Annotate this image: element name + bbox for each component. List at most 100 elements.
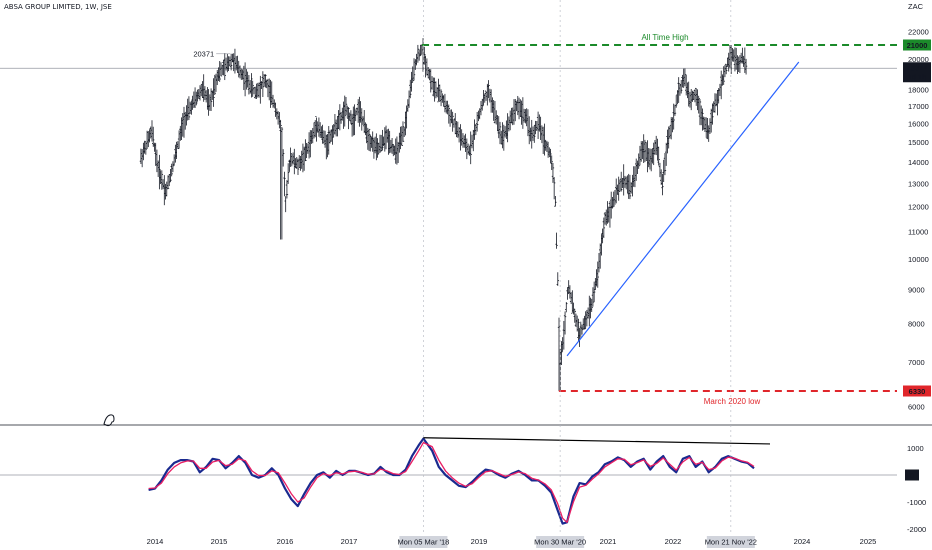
ohlc-bar bbox=[555, 232, 558, 249]
ohlc-bar bbox=[616, 184, 619, 195]
price-tick-label: 12000 bbox=[908, 202, 929, 211]
time-axis: 2014 2015 2016 2017 2019 2021 2022 2024 2025 Mon … bbox=[147, 0, 877, 548]
ohlc-bar bbox=[663, 153, 667, 176]
ohlc-bar bbox=[710, 108, 713, 133]
ohlc-bar bbox=[650, 148, 653, 172]
ohlc-bar bbox=[236, 55, 239, 73]
ohlc-bar bbox=[421, 38, 425, 72]
ohlc-bar bbox=[615, 178, 618, 204]
divergence-trendline[interactable] bbox=[423, 437, 771, 445]
ohlc-bar bbox=[590, 298, 593, 312]
price-tick-label: 7000 bbox=[908, 358, 925, 367]
low-price-tag-label: 6330 bbox=[909, 387, 926, 396]
ohlc-bar bbox=[535, 121, 539, 131]
ohlc-bar bbox=[628, 174, 632, 200]
time-tick-label: 2017 bbox=[341, 537, 358, 546]
ohlc-bar bbox=[623, 175, 627, 188]
ohlc-bar bbox=[700, 105, 703, 126]
ohlc-bar bbox=[481, 98, 484, 111]
ohlc-bar bbox=[213, 74, 216, 96]
ohlc-bar bbox=[227, 56, 230, 71]
ohlc-bar bbox=[667, 126, 670, 149]
ohlc-bar bbox=[160, 170, 164, 190]
ohlc-bar bbox=[686, 82, 689, 99]
high-marker-label: 20371 bbox=[193, 49, 214, 58]
price-tick-label: 16000 bbox=[908, 119, 929, 128]
ohlc-bar bbox=[379, 134, 383, 152]
ohlc-bar bbox=[670, 117, 673, 140]
ohlc-bar bbox=[701, 108, 704, 131]
ohlc-bar bbox=[438, 84, 441, 103]
ohlc-bar bbox=[661, 173, 664, 196]
date-highlight-label: Mon 05 Mar '18 bbox=[397, 538, 449, 547]
price-tick-label: 11000 bbox=[908, 228, 928, 237]
price-tick-label: 13000 bbox=[908, 179, 929, 188]
ohlc-bar bbox=[451, 111, 454, 132]
support-trendline[interactable] bbox=[566, 61, 800, 357]
ohlc-bar bbox=[727, 52, 730, 72]
ohlc-bar bbox=[266, 78, 270, 98]
ohlc-bar bbox=[632, 166, 635, 187]
ohlc-bar bbox=[510, 107, 513, 124]
ohlc-bar bbox=[551, 163, 555, 183]
ohlc-bar bbox=[416, 44, 420, 63]
ohlc-bar bbox=[655, 135, 658, 156]
ohlc-bar bbox=[470, 134, 474, 149]
ohlc-bar bbox=[463, 135, 466, 148]
time-tick-label: 2025 bbox=[860, 537, 877, 546]
ohlc-bar bbox=[596, 261, 599, 288]
ohlc-bar bbox=[698, 98, 702, 126]
ohlc-bar bbox=[454, 113, 457, 135]
ohlc-bar bbox=[276, 111, 280, 125]
date-highlight-label: Mon 30 Mar '20 bbox=[534, 538, 586, 547]
ohlc-bar bbox=[549, 148, 552, 163]
ohlc-bar bbox=[621, 178, 624, 188]
ohlc-bar bbox=[168, 173, 171, 187]
ohlc-bar bbox=[254, 86, 257, 99]
ohlc-bar bbox=[602, 217, 606, 238]
ohlc-bar bbox=[677, 77, 680, 103]
ohlc-bar bbox=[252, 86, 256, 95]
ohlc-bar bbox=[209, 88, 213, 112]
ohlc-bar bbox=[560, 341, 563, 365]
ohlc-bar bbox=[419, 45, 422, 56]
ohlc-bar bbox=[672, 103, 675, 130]
ohlc-bar bbox=[353, 104, 356, 136]
ohlc-bar bbox=[642, 134, 645, 164]
ohlc-bar bbox=[223, 53, 226, 81]
chart-title: ABSA GROUP LIMITED, 1W, JSE bbox=[4, 3, 112, 11]
ohlc-bar bbox=[617, 176, 620, 201]
ohlc-bar bbox=[296, 158, 300, 175]
ohlc-bar bbox=[479, 100, 483, 116]
ath-price-tag bbox=[903, 39, 931, 51]
ohlc-bar bbox=[169, 169, 172, 182]
date-highlight-label: Mon 21 Nov '22 bbox=[705, 538, 757, 547]
ohlc-bar bbox=[381, 129, 384, 151]
ohlc-bar bbox=[733, 47, 737, 72]
ohlc-bar bbox=[144, 140, 148, 155]
ohlc-bar bbox=[720, 70, 723, 100]
ohlc-bar bbox=[680, 79, 683, 94]
ohlc-bar bbox=[612, 191, 615, 207]
ohlc-bar bbox=[723, 64, 727, 78]
ohlc-bar bbox=[247, 75, 251, 95]
price-tick-label: 6000 bbox=[908, 402, 925, 411]
ohlc-bar bbox=[278, 112, 281, 129]
ohlc-bar bbox=[708, 118, 712, 134]
ohlc-bar bbox=[218, 61, 221, 82]
ohlc-bar bbox=[233, 48, 237, 74]
ohlc-bar bbox=[417, 48, 421, 61]
ohlc-bar bbox=[516, 95, 519, 116]
zero-tag-label: 0 bbox=[910, 471, 914, 480]
ohlc-bar bbox=[487, 80, 490, 99]
all-time-high-label: All Time High bbox=[641, 33, 688, 42]
ohlc-bar bbox=[268, 78, 271, 101]
ohlc-bar bbox=[432, 77, 435, 97]
ohlc-bar bbox=[577, 318, 580, 341]
ohlc-bar bbox=[550, 155, 553, 171]
ohlc-bar bbox=[279, 119, 282, 240]
currency-label: ZAC bbox=[908, 2, 924, 11]
ohlc-bar bbox=[618, 179, 622, 192]
